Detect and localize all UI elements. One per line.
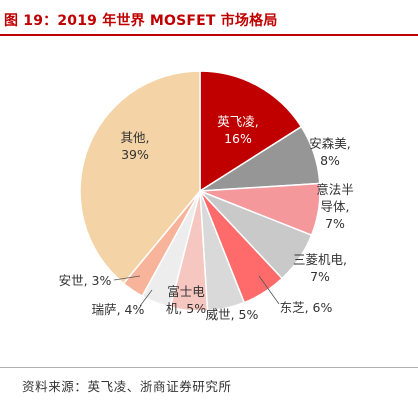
slice-label-line: 意法半 (316, 182, 354, 197)
slice-label-line: 7% (325, 216, 345, 231)
source-rule (0, 367, 418, 368)
slice-label-line: 瑞萨, 4% (92, 302, 145, 317)
leader-lines (113, 275, 280, 307)
source-note: 资料来源：英飞凌、浙商证券研究所 (22, 379, 232, 394)
slice-label-line: 威世, 5% (206, 307, 259, 322)
slice-label: 瑞萨, 4% (92, 302, 145, 317)
slice-label-line: 三菱机电, (293, 252, 347, 267)
slice-label: 东芝, 6% (280, 300, 333, 315)
pie-slices (79, 70, 321, 312)
chart-title: 图 19：2019 年世界 MOSFET 市场格局 (4, 13, 278, 29)
slice-label: 安世, 3% (59, 273, 112, 288)
slice-label: 富士电机, 5% (166, 284, 206, 316)
slice-label-line: 其他, (121, 130, 150, 145)
pie-slice (199, 70, 303, 193)
leader-line (258, 275, 280, 305)
data-labels: 英飞凌, 16% 安森美, 8% 意法半导体, 7% 三菱机电, 7% 东芝, 6% 威世, 5%… (59, 114, 354, 322)
slice-label: 意法半导体, 7% (316, 182, 354, 231)
slice-label-line: 东芝, 6% (280, 300, 333, 315)
slice-label-line: 导体, (321, 199, 350, 214)
slice-label-line: 英飞凌, (217, 114, 258, 129)
pie-slice (79, 70, 201, 285)
slice-label: 威世, 5% (206, 307, 259, 322)
slice-label: 英飞凌, 16% (217, 114, 258, 146)
slice-label: 安森美, 8% (309, 136, 350, 168)
title-rule (0, 34, 418, 36)
slice-label: 其他, 39% (121, 130, 150, 162)
slice-label: 三菱机电, 7% (293, 252, 347, 284)
leader-line (113, 275, 141, 281)
slice-label-line: 安世, 3% (59, 273, 112, 288)
slice-label-line: 8% (320, 153, 340, 168)
slice-label-line: 安森美, (309, 136, 350, 151)
leader-line (139, 289, 153, 307)
slice-label-line: 39% (121, 147, 149, 162)
pie-chart: 英飞凌, 16% 安森美, 8% 意法半导体, 7% 三菱机电, 7% 东芝, 6% 威世, 5%… (59, 70, 354, 322)
slice-label-line: 7% (310, 269, 330, 284)
slice-label-line: 16% (224, 131, 252, 146)
slice-label-line: 机, 5% (166, 301, 206, 316)
slice-label-line: 富士电 (167, 284, 205, 299)
